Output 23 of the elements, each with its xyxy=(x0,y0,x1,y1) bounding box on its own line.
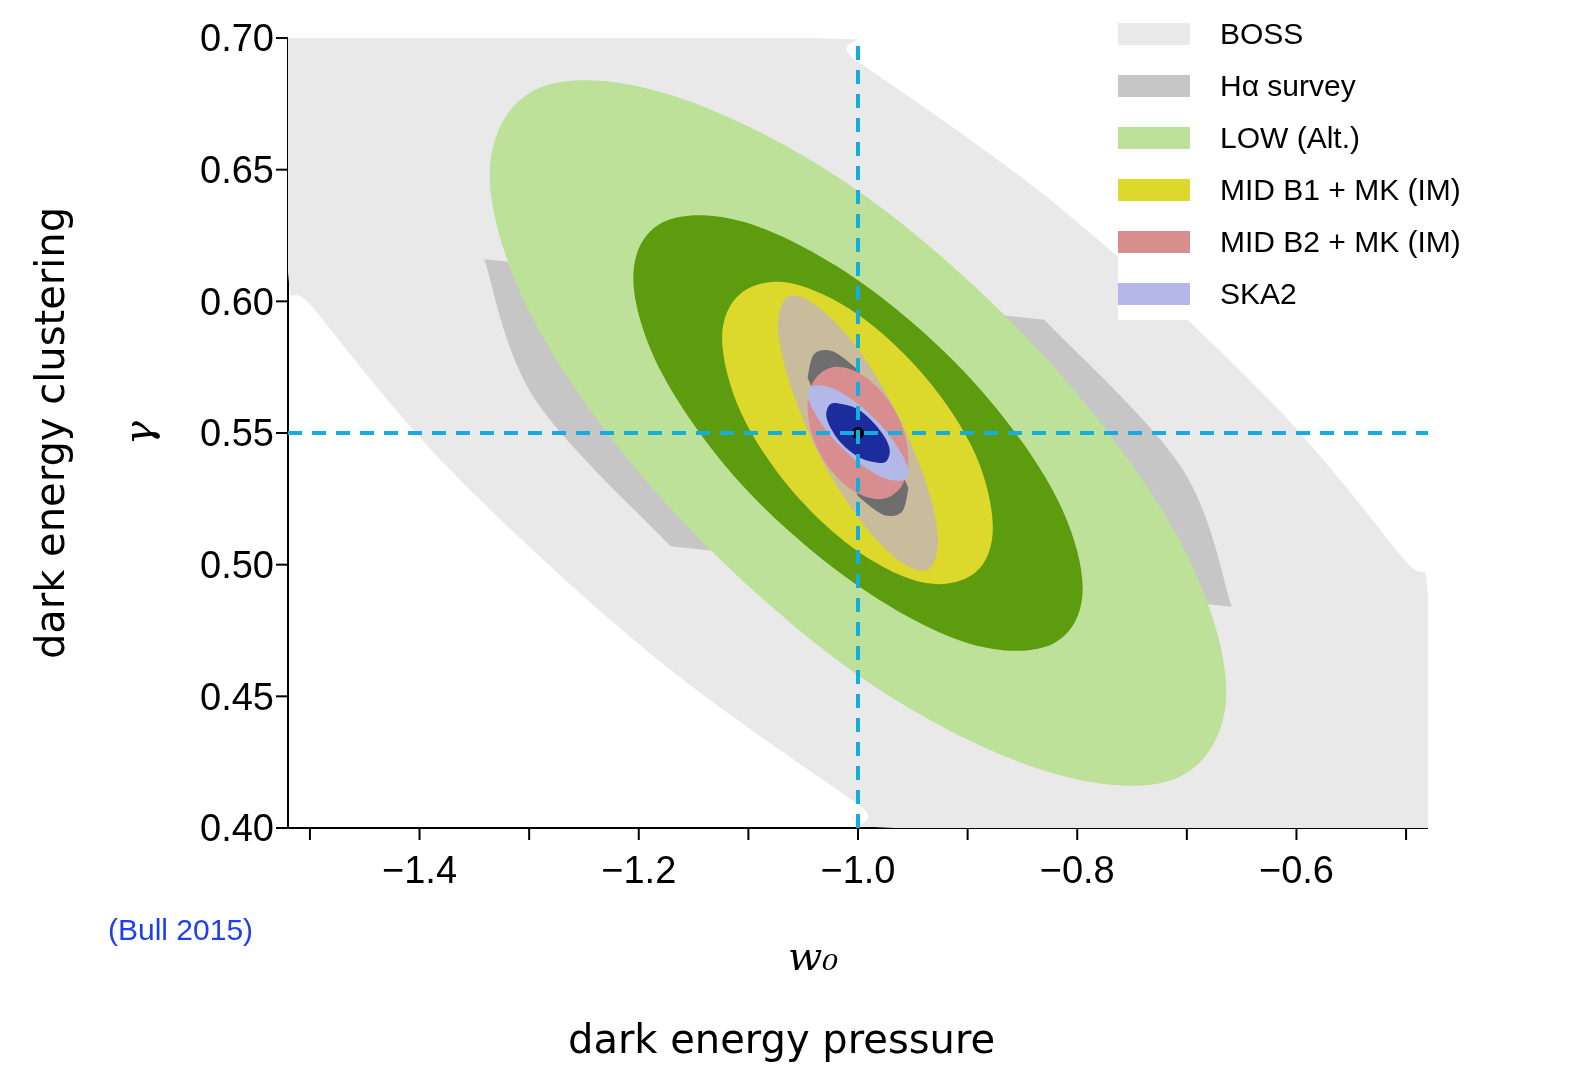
legend-label: LOW (Alt.) xyxy=(1220,121,1360,155)
x-tick-label: −0.6 xyxy=(1258,848,1334,891)
text: (Bull 2015) xyxy=(108,913,254,947)
text: dark energy pressure xyxy=(568,1016,996,1062)
x-tick-label: −1.0 xyxy=(820,848,896,891)
y-tick-label: 0.40 xyxy=(200,807,274,850)
x-tick-label: −1.4 xyxy=(382,848,458,891)
x-tick-label: −0.8 xyxy=(1039,848,1115,891)
y-tick-label: 0.45 xyxy=(200,675,274,718)
y-tick-label: 0.70 xyxy=(200,17,274,60)
x-tick-label: −1.2 xyxy=(601,848,677,891)
legend-label: BOSS xyxy=(1220,17,1304,51)
y-tick-label: 0.60 xyxy=(200,280,274,323)
y-tick-label: 0.55 xyxy=(200,412,274,455)
legend-label: MID B2 + MK (IM) xyxy=(1220,225,1461,259)
y-axis-title: γ xyxy=(115,421,161,445)
legend-label: MID B1 + MK (IM) xyxy=(1220,173,1461,207)
y-tick-label: 0.65 xyxy=(200,149,274,192)
y-tick-label: 0.50 xyxy=(200,544,274,587)
text: dark energy clustering xyxy=(27,206,73,660)
legend-label: SKA2 xyxy=(1220,277,1297,311)
x-axis-title: w₀ xyxy=(788,933,839,979)
legend-label: Hα survey xyxy=(1220,69,1356,103)
